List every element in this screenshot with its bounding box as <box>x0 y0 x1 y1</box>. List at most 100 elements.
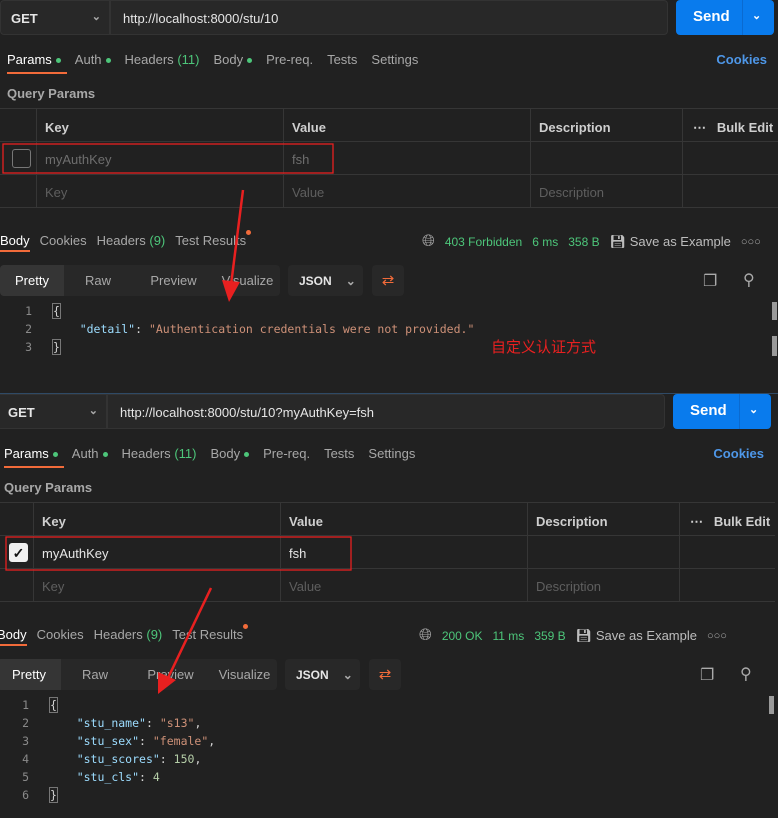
send-label: Send <box>690 402 727 419</box>
new-value-input[interactable]: Value <box>283 175 530 208</box>
chevron-down-icon[interactable]: ⌄ <box>749 404 759 416</box>
globe-icon[interactable]: 🌐︎ <box>422 233 435 250</box>
view-pretty[interactable]: Pretty <box>0 265 64 296</box>
view-mode-tabs: Pretty Raw Preview Visualize <box>0 265 280 296</box>
column-key: Key <box>33 503 280 536</box>
notification-dot <box>246 230 252 235</box>
view-preview[interactable]: Preview <box>150 273 197 288</box>
url-input[interactable]: http://localhost:8000/stu/10 <box>110 0 668 35</box>
code-token: : <box>145 716 160 730</box>
copy-icon[interactable]: ❐ <box>700 667 715 684</box>
param-checkbox[interactable] <box>12 149 31 168</box>
more-icon[interactable]: ⋯ <box>690 514 703 529</box>
chevron-down-icon[interactable]: ⌄ <box>752 10 762 22</box>
save-as-example-button[interactable]: 💾︎ Save as Example <box>610 234 731 250</box>
response-tab-body[interactable]: Body <box>0 627 27 646</box>
tab-body[interactable]: Body <box>210 446 250 461</box>
param-key-input[interactable]: myAuthKey <box>33 536 280 569</box>
status-code[interactable]: 403 Forbidden <box>444 235 523 249</box>
code-token: "s13" <box>159 716 195 730</box>
new-value-input[interactable]: Value <box>280 569 527 602</box>
bulk-edit-button[interactable]: ⋯ Bulk Edit <box>679 503 775 536</box>
tab-prereq[interactable]: Pre-req. <box>266 52 313 67</box>
tab-settings[interactable]: Settings <box>371 52 418 67</box>
param-checkbox[interactable]: ✓ <box>9 543 28 562</box>
response-tab-testresults[interactable]: Test Results <box>172 624 249 642</box>
url-input[interactable]: http://localhost:8000/stu/10?myAuthKey=f… <box>107 394 665 429</box>
tab-label: Auth <box>74 52 102 67</box>
param-value-input[interactable]: fsh <box>280 536 527 569</box>
save-label: Save as Example <box>595 628 697 643</box>
cookies-link[interactable]: Cookies <box>716 52 767 67</box>
param-key-input[interactable]: myAuthKey <box>36 142 283 175</box>
tab-headers[interactable]: Headers (11) <box>125 52 200 67</box>
status-code[interactable]: 200 OK <box>441 629 483 643</box>
new-key-input[interactable]: Key <box>33 569 280 602</box>
new-description-input[interactable]: Description <box>527 569 679 602</box>
response-time[interactable]: 11 ms <box>492 629 525 643</box>
tab-params[interactable]: Params <box>4 446 64 468</box>
scrollbar[interactable] <box>772 302 777 320</box>
response-size[interactable]: 358 B <box>568 235 600 249</box>
scrollbar[interactable] <box>769 696 774 714</box>
more-options-icon[interactable]: ○○○ <box>740 236 761 248</box>
new-description-input[interactable]: Description <box>530 175 682 208</box>
wrap-lines-button[interactable]: ⇄ <box>372 265 404 296</box>
response-time[interactable]: 6 ms <box>532 235 559 249</box>
tab-count: (9) <box>149 233 166 248</box>
response-tab-testresults[interactable]: Test Results <box>175 230 252 248</box>
format-select[interactable]: JSON ⌄ <box>285 659 360 690</box>
view-preview[interactable]: Preview <box>147 667 194 682</box>
send-button[interactable]: Send ⌄ <box>676 0 774 35</box>
tab-params[interactable]: Params <box>7 52 67 74</box>
response-tab-headers[interactable]: Headers (9) <box>97 233 166 248</box>
response-tab-cookies[interactable]: Cookies <box>37 627 84 642</box>
code-token: : <box>139 770 153 784</box>
tab-settings[interactable]: Settings <box>368 446 415 461</box>
response-tab-cookies[interactable]: Cookies <box>40 233 87 248</box>
save-as-example-button[interactable]: 💾︎ Save as Example <box>576 628 697 644</box>
more-options-icon[interactable]: ○○○ <box>706 630 727 642</box>
code-token: { <box>52 303 61 319</box>
more-icon[interactable]: ⋯ <box>693 120 706 135</box>
view-mode-tabs: Pretty Raw Preview Visualize <box>0 659 277 690</box>
scrollbar-thumb[interactable] <box>772 336 777 356</box>
response-size[interactable]: 359 B <box>534 629 566 643</box>
tab-tests[interactable]: Tests <box>324 446 354 461</box>
param-description-input[interactable] <box>530 142 682 175</box>
param-value-input[interactable]: fsh <box>283 142 530 175</box>
bulk-edit-label: Bulk Edit <box>716 120 774 135</box>
search-icon[interactable]: ⚲ <box>740 666 752 683</box>
new-key-input[interactable]: Key <box>36 175 283 208</box>
globe-icon[interactable]: 🌐︎ <box>419 627 432 644</box>
send-button[interactable]: Send ⌄ <box>673 394 771 429</box>
view-visualize[interactable]: Visualize <box>221 273 274 288</box>
code-token: { <box>49 697 58 713</box>
view-visualize[interactable]: Visualize <box>218 667 271 682</box>
format-select[interactable]: JSON ⌄ <box>288 265 363 296</box>
request-tabs: Params Auth Headers (11) Body Pre-req. Tests S… <box>4 446 429 468</box>
tab-prereq[interactable]: Pre-req. <box>263 446 310 461</box>
copy-icon[interactable]: ❐ <box>703 273 718 290</box>
tab-headers[interactable]: Headers (11) <box>122 446 197 461</box>
table-row: ✓ myAuthKey fsh <box>0 536 775 569</box>
view-raw[interactable]: Raw <box>84 273 111 288</box>
param-description-input[interactable] <box>527 536 679 569</box>
tab-tests[interactable]: Tests <box>327 52 357 67</box>
method-select[interactable]: GET ⌄ <box>0 0 110 35</box>
tab-auth[interactable]: Auth <box>75 52 111 67</box>
wrap-lines-button[interactable]: ⇄ <box>369 659 401 690</box>
response-tab-headers[interactable]: Headers (9) <box>94 627 163 642</box>
view-pretty[interactable]: Pretty <box>0 659 61 690</box>
tab-auth[interactable]: Auth <box>72 446 108 461</box>
wrap-icon: ⇄ <box>381 272 395 289</box>
method-select[interactable]: GET ⌄ <box>0 394 107 429</box>
code-token <box>49 770 77 784</box>
tab-body[interactable]: Body <box>213 52 253 67</box>
bulk-edit-button[interactable]: ⋯ Bulk Edit <box>682 109 778 142</box>
search-icon[interactable]: ⚲ <box>743 272 755 289</box>
cookies-link[interactable]: Cookies <box>713 446 764 461</box>
column-description: Description <box>527 503 679 536</box>
view-raw[interactable]: Raw <box>81 667 108 682</box>
response-tab-body[interactable]: Body <box>0 233 30 252</box>
